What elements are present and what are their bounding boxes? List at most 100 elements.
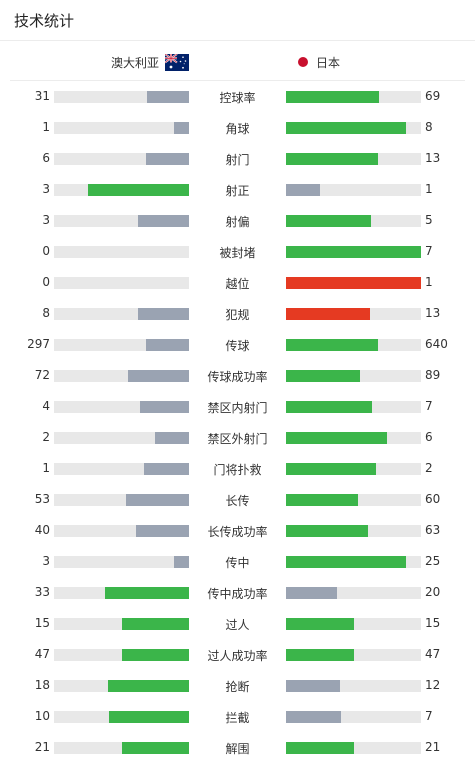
away-stat-value: 1 — [425, 275, 433, 289]
away-stat-value: 2 — [425, 461, 433, 475]
home-stat-value: 15 — [34, 616, 50, 630]
home-stat-value: 297 — [27, 337, 50, 351]
home-stat-bar — [54, 649, 189, 661]
away-stat-bar — [286, 742, 421, 754]
stat-row: 18 抢断 12 — [0, 673, 475, 704]
home-stat-bar — [54, 153, 189, 165]
away-stat-bar-fill — [286, 711, 342, 723]
away-stat-bar — [286, 308, 421, 320]
away-stat-bar-fill — [286, 370, 361, 382]
stat-label: 过人 — [225, 618, 250, 632]
away-team-name: 日本 — [316, 55, 341, 70]
home-stat-value: 3 — [42, 554, 50, 568]
stat-row: 1 门将扑救 2 — [0, 456, 475, 487]
away-stat-value: 7 — [425, 709, 433, 723]
stat-row: 33 传中成功率 20 — [0, 580, 475, 611]
stat-label: 传球 — [225, 339, 250, 353]
stat-row: 40 长传成功率 63 — [0, 518, 475, 549]
away-stat-bar-fill — [286, 587, 338, 599]
away-stat-bar-fill — [286, 91, 380, 103]
home-stat-value: 53 — [34, 492, 50, 506]
stat-row: 15 过人 15 — [0, 611, 475, 642]
away-stat-value: 6 — [425, 430, 433, 444]
home-stat-bar-fill — [140, 401, 189, 413]
home-stat-bar — [54, 308, 189, 320]
home-stat-bar-fill — [87, 184, 189, 196]
away-stat-bar — [286, 494, 421, 506]
stat-row: 47 过人成功率 47 — [0, 642, 475, 673]
away-stat-bar — [286, 618, 421, 630]
stat-row: 0 越位 1 — [0, 270, 475, 301]
stat-label: 长传 — [225, 494, 250, 508]
stat-label: 拦截 — [225, 711, 250, 725]
away-stat-bar-fill — [286, 277, 421, 289]
away-stat-bar — [286, 277, 421, 289]
away-stat-bar-fill — [286, 122, 407, 134]
home-stat-value: 1 — [42, 120, 50, 134]
home-stat-value: 47 — [34, 647, 50, 661]
stat-row: 31 控球率 69 — [0, 84, 475, 115]
away-stat-bar — [286, 91, 421, 103]
home-stat-bar-fill — [105, 587, 189, 599]
away-stat-value: 640 — [425, 337, 448, 351]
stat-label: 控球率 — [219, 91, 256, 105]
home-stat-bar — [54, 91, 189, 103]
away-stat-bar — [286, 680, 421, 692]
home-stat-bar-fill — [121, 649, 189, 661]
australia-flag-icon — [165, 53, 189, 71]
away-stat-value: 13 — [425, 306, 441, 320]
away-stat-value: 69 — [425, 89, 441, 103]
home-stat-value: 18 — [34, 678, 50, 692]
home-stat-bar — [54, 494, 189, 506]
stat-row: 3 射偏 5 — [0, 208, 475, 239]
stat-row: 2 禁区外射门 6 — [0, 425, 475, 456]
home-stat-value: 40 — [34, 523, 50, 537]
away-stat-bar — [286, 556, 421, 568]
stat-row: 53 长传 60 — [0, 487, 475, 518]
stat-row: 10 拦截 7 — [0, 704, 475, 735]
away-stat-bar — [286, 401, 421, 413]
home-stat-bar — [54, 556, 189, 568]
away-stat-value: 7 — [425, 399, 433, 413]
away-stat-bar-fill — [286, 680, 340, 692]
home-stat-bar-fill — [137, 215, 189, 227]
away-stat-bar-fill — [286, 184, 320, 196]
home-stat-value: 0 — [42, 275, 50, 289]
home-stat-value: 1 — [42, 461, 50, 475]
home-team: 澳大利亚 — [111, 52, 189, 72]
home-stat-bar — [54, 711, 189, 723]
home-stat-bar-fill — [137, 308, 189, 320]
stat-label: 被封堵 — [219, 246, 256, 260]
stat-label: 射偏 — [225, 215, 250, 229]
away-stat-bar-fill — [286, 246, 421, 258]
stat-row: 3 射正 1 — [0, 177, 475, 208]
stat-label: 禁区外射门 — [207, 432, 268, 446]
stat-label: 传球成功率 — [207, 370, 268, 384]
away-stat-bar — [286, 122, 421, 134]
stat-row: 1 角球 8 — [0, 115, 475, 146]
home-stat-bar — [54, 277, 189, 289]
stat-label: 犯规 — [225, 308, 250, 322]
away-stat-bar — [286, 432, 421, 444]
stats-list: 31 控球率 69 1 角球 8 6 射门 13 3 射正 1 3 射偏 5 0 被封堵 7 0 越位 1 8 犯规 13 29… — [0, 84, 475, 766]
home-stat-value: 2 — [42, 430, 50, 444]
away-stat-bar-fill — [286, 556, 407, 568]
stat-label: 禁区内射门 — [207, 401, 268, 415]
stat-label: 过人成功率 — [207, 649, 268, 663]
home-stat-bar — [54, 370, 189, 382]
home-stat-bar — [54, 122, 189, 134]
home-stat-bar-fill — [144, 463, 189, 475]
away-stat-bar-fill — [286, 525, 369, 537]
stat-label: 传中 — [225, 556, 250, 570]
home-stat-value: 31 — [34, 89, 50, 103]
away-stat-bar — [286, 711, 421, 723]
home-team-name: 澳大利亚 — [110, 55, 159, 70]
home-stat-bar — [54, 463, 189, 475]
home-stat-bar — [54, 525, 189, 537]
home-stat-bar-fill — [145, 153, 189, 165]
home-stat-bar-fill — [174, 556, 189, 568]
stat-label: 射正 — [225, 184, 250, 198]
away-stat-value: 8 — [425, 120, 433, 134]
home-stat-value: 10 — [34, 709, 50, 723]
stat-label: 长传成功率 — [207, 525, 268, 539]
